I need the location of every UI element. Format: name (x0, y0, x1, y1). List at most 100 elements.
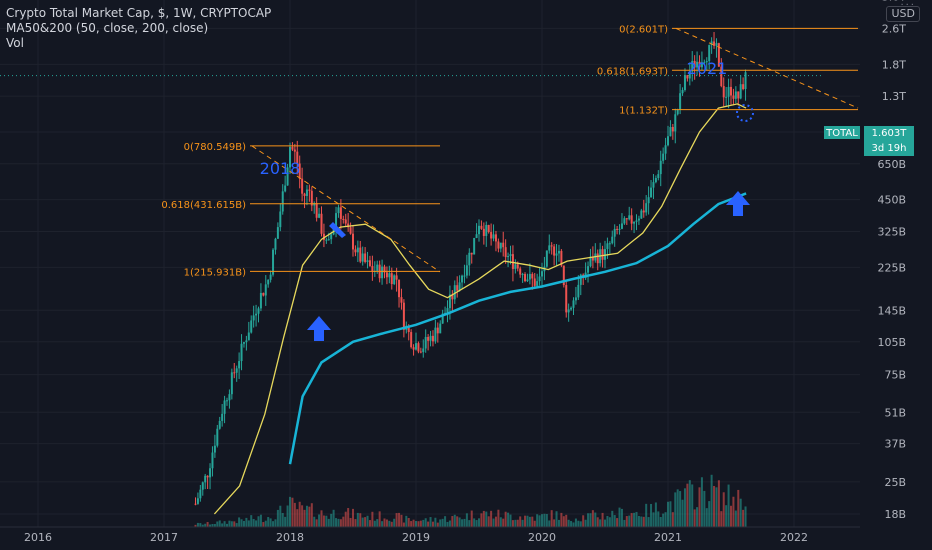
volume-bar (315, 519, 318, 527)
candle-body (325, 239, 328, 241)
legend-ma[interactable]: MA50&200 (50, close, 200, close) (6, 21, 209, 35)
candle-body (286, 167, 289, 186)
volume-bar (366, 515, 369, 527)
candle-body (257, 308, 260, 314)
candle-body (221, 413, 224, 421)
volume-bar (441, 518, 444, 527)
candle-body (490, 232, 493, 239)
volume-bar (213, 524, 216, 527)
candle-body (242, 342, 245, 344)
candle-body (640, 210, 643, 219)
candle-body (204, 475, 207, 483)
volume-bar (734, 510, 737, 527)
volume-bar (487, 516, 490, 527)
volume-bar (199, 523, 202, 527)
candle-body (611, 236, 614, 244)
candle-body (371, 265, 374, 272)
volume-bar (434, 517, 437, 527)
volume-bar (654, 502, 657, 527)
candle-body (308, 189, 311, 191)
y-tick-label: 25B (884, 476, 906, 489)
price-tag-countdown: 3d 19h (872, 143, 907, 154)
volume-bar (221, 523, 224, 527)
candle-body (524, 274, 527, 282)
volume-bar (436, 522, 439, 527)
volume-bar (206, 521, 209, 527)
volume-bar (453, 514, 456, 527)
volume-bar (383, 518, 386, 527)
candle-body (347, 223, 350, 228)
legend-vol[interactable]: Vol (6, 36, 24, 50)
volume-bar (259, 514, 262, 527)
volume-bar (291, 497, 294, 527)
grid (0, 0, 860, 527)
candle-body (679, 93, 682, 110)
candles (194, 32, 747, 506)
candle-body (654, 178, 657, 183)
candle-body (553, 246, 556, 256)
volume-bar (407, 518, 410, 527)
candle-body (630, 215, 633, 224)
volume-bar (301, 505, 304, 527)
volume-bar (589, 513, 592, 527)
volume-bar (531, 516, 534, 527)
candle-body (652, 182, 655, 188)
volume-bar (541, 514, 543, 527)
volume-bar (388, 520, 391, 527)
volume-bar (424, 518, 427, 527)
y-tick-label: 18B (884, 508, 906, 521)
volume-bar (507, 512, 510, 527)
currency-button[interactable]: USD (886, 6, 920, 22)
volume-bar (456, 516, 459, 527)
volume-bar (652, 512, 655, 527)
volume-bar (725, 505, 728, 527)
candle-body (461, 275, 464, 283)
volume-bar (524, 515, 527, 527)
volume-bar (521, 519, 524, 527)
volume-bar (562, 516, 565, 527)
legend-title[interactable]: Crypto Total Market Cap, $, 1W, CRYPTOCA… (6, 6, 272, 20)
volume-bar (272, 521, 275, 527)
candle-body (320, 213, 323, 234)
candle-body (550, 245, 553, 247)
volume-bar (463, 518, 466, 527)
candle-body (240, 343, 243, 362)
volume-bar (676, 489, 679, 527)
candle-body (608, 243, 611, 245)
volume-bar (230, 521, 233, 527)
volume-bar (298, 501, 301, 527)
candle-body (606, 243, 609, 250)
candle-body (725, 96, 728, 98)
volume-bar (582, 515, 585, 527)
volume-bar (371, 511, 374, 527)
candle-body (194, 503, 197, 505)
volume-bar (628, 515, 631, 527)
candle-body (344, 219, 347, 224)
volume-bar (201, 524, 204, 527)
candle-body (519, 268, 522, 275)
candle-body (676, 109, 679, 115)
candle-body (315, 203, 318, 218)
candle-body (482, 228, 485, 236)
candle-body (635, 220, 638, 222)
candle-body (502, 242, 505, 248)
candle-body (574, 297, 577, 301)
candle-body (734, 91, 737, 99)
volume-bar (591, 510, 594, 527)
y-tick-label: 225B (877, 261, 906, 274)
more-icon[interactable]: ··· (900, 0, 916, 11)
candle-body (528, 273, 531, 280)
candle-body (216, 428, 219, 446)
fib-label: 0(2.601T) (619, 24, 668, 35)
volume-bar (570, 521, 573, 527)
candle-body (509, 254, 512, 256)
pencil-icon (329, 222, 346, 238)
candle-body (289, 146, 291, 168)
volume-bar (550, 510, 553, 527)
volume-bar (693, 509, 696, 527)
volume-bar (381, 521, 384, 527)
volume-bar (218, 520, 221, 527)
volume-bar (226, 523, 228, 527)
y-tick-label: 1.3T (882, 90, 906, 103)
